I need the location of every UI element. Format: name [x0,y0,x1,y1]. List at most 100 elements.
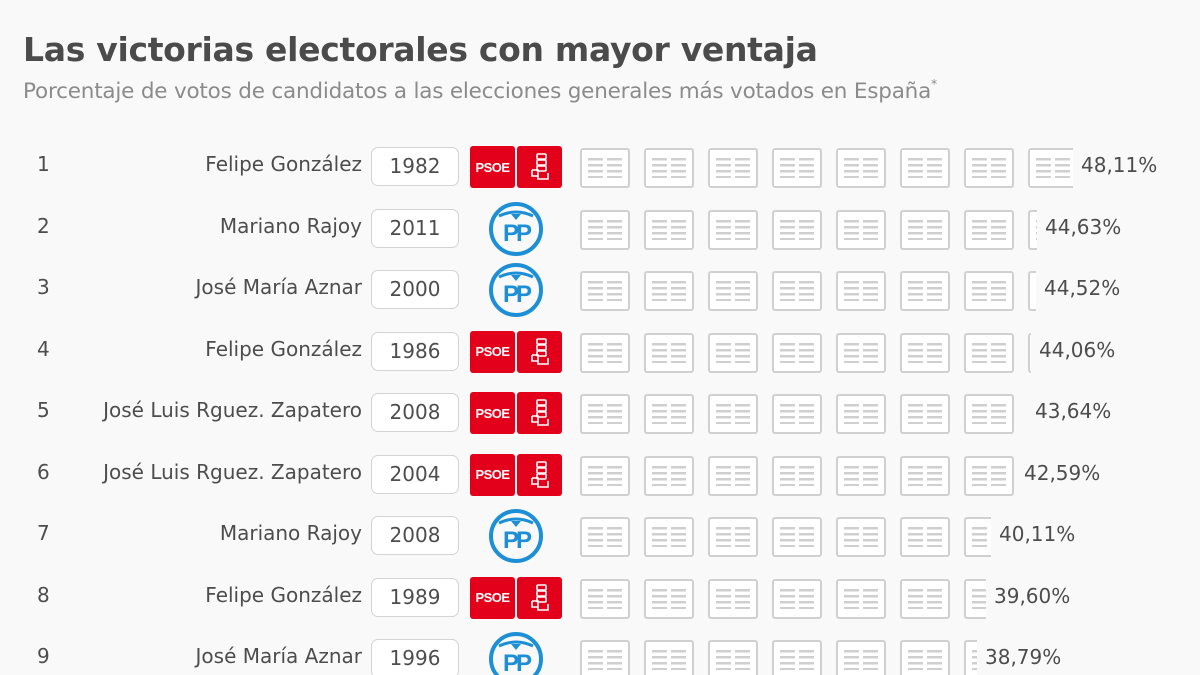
ballot-icon [836,455,886,496]
ballot-icon [836,148,886,188]
rank-number: 4 [37,336,50,361]
ballot-icon [708,332,758,373]
election-year-badge: 2008 [371,516,459,555]
election-year-badge: 1982 [371,147,459,186]
pp-logo-icon: PP [470,201,562,256]
candidate-name: José María Aznar [195,275,362,299]
pp-logo-icon: PP [470,632,562,675]
ballot-icon [708,578,758,619]
candidate-name: José María Aznar [195,644,362,668]
psoe-fist-rose-icon [517,392,562,434]
ballot-icon [900,578,950,619]
ballot-icon [580,394,630,434]
ballot-icon [580,517,630,557]
psoe-logo-icon: PSOE [470,330,562,373]
ballot-icon [708,640,758,675]
ballot-icon [900,455,950,496]
election-year-badge: 2000 [371,270,459,309]
ballot-icon [836,517,886,557]
candidate-name: Felipe González [205,336,362,361]
ballot-icon [1028,209,1037,250]
rank-number: 6 [37,459,50,484]
candidate-name: José Luis Rguez. Zapatero [103,398,362,422]
psoe-wordmark: PSOE [470,330,515,373]
psoe-wordmark: PSOE [470,146,515,188]
ballot-icon [964,271,1014,311]
pp-logo-icon: PP [470,509,562,563]
ballot-icon [964,517,991,557]
svg-text:PP: PP [503,527,532,554]
ballot-icon [964,578,986,619]
election-year-badge: 2004 [371,454,459,494]
ballot-icon [644,517,694,557]
ranking-row: 2 Mariano Rajoy 2011 PP 44,63% [0,198,1200,260]
election-year-badge: 2008 [371,393,459,432]
ballot-icon [964,209,1014,250]
ballot-icon [772,148,822,188]
election-year-badge: 1996 [371,639,459,675]
ballot-icon [900,271,950,311]
ballot-icon [1028,271,1036,311]
ballot-icon [836,209,886,250]
ranking-row: 7 Mariano Rajoy 2008 PP 40,11% [0,505,1200,567]
ballot-icon [964,394,1014,434]
rank-number: 5 [37,398,50,422]
ballot-icon [900,640,950,675]
ballot-pictogram-bar [580,271,1036,311]
ballot-icon [900,209,950,250]
ballot-icon [772,517,822,557]
ballot-icon [580,455,630,496]
svg-text:PP: PP [503,220,532,247]
ballot-icon [900,394,950,434]
ballot-icon [644,394,694,434]
rank-number: 3 [37,275,50,299]
rank-number: 2 [37,213,50,238]
ballot-icon [772,455,822,496]
psoe-fist-rose-icon [517,453,562,496]
candidate-name: Felipe González [205,582,362,607]
percentage-label: 44,06% [1039,337,1116,362]
subtitle-text: Porcentaje de votos de candidatos a las … [23,79,932,104]
ballot-icon [836,271,886,311]
ballot-icon [836,394,886,434]
ranking-row: 9 José María Aznar 1996 PP 38,79% [0,628,1200,675]
percentage-label: 39,60% [994,583,1071,608]
ranking-row: 5 José Luis Rguez. Zapatero 2008 PSOE 43… [0,382,1200,444]
percentage-label: 44,52% [1044,276,1121,300]
percentage-label: 43,64% [1035,399,1112,423]
psoe-wordmark: PSOE [470,453,515,496]
ballot-pictogram-bar [580,209,1037,250]
ballot-pictogram-bar [580,578,986,619]
ballot-icon [580,578,630,619]
ballot-icon [900,517,950,557]
svg-text:PP: PP [503,650,532,675]
ballot-icon [580,209,630,250]
ranking-row: 3 José María Aznar 2000 PP 44,52% [0,259,1200,321]
ballot-pictogram-bar [580,640,977,675]
ballot-icon [580,640,630,675]
ballot-icon [772,271,822,311]
election-year-badge: 1989 [371,577,459,617]
psoe-logo-icon: PSOE [470,576,562,619]
ballot-icon [644,148,694,188]
ballot-icon [644,271,694,311]
ballot-icon [1028,148,1073,188]
ballot-icon [772,209,822,250]
ranking-row: 4 Felipe González 1986 PSOE 44,06% [0,321,1200,383]
footnote-marker: * [931,77,937,91]
ballot-icon [708,148,758,188]
psoe-logo-icon: PSOE [470,146,562,188]
ballot-icon [644,640,694,675]
ballot-icon [900,148,950,188]
ballot-icon [580,271,630,311]
psoe-fist-rose-icon [517,146,562,188]
rank-number: 1 [37,152,50,176]
ballot-icon [964,640,977,675]
psoe-wordmark: PSOE [470,392,515,434]
chart-subtitle: Porcentaje de votos de candidatos a las … [23,77,937,104]
ballot-icon [964,455,1014,496]
ballot-pictogram-bar [580,148,1073,188]
ballot-icon [1028,332,1031,373]
ballot-icon [708,394,758,434]
pp-logo-icon: PP [470,263,562,317]
